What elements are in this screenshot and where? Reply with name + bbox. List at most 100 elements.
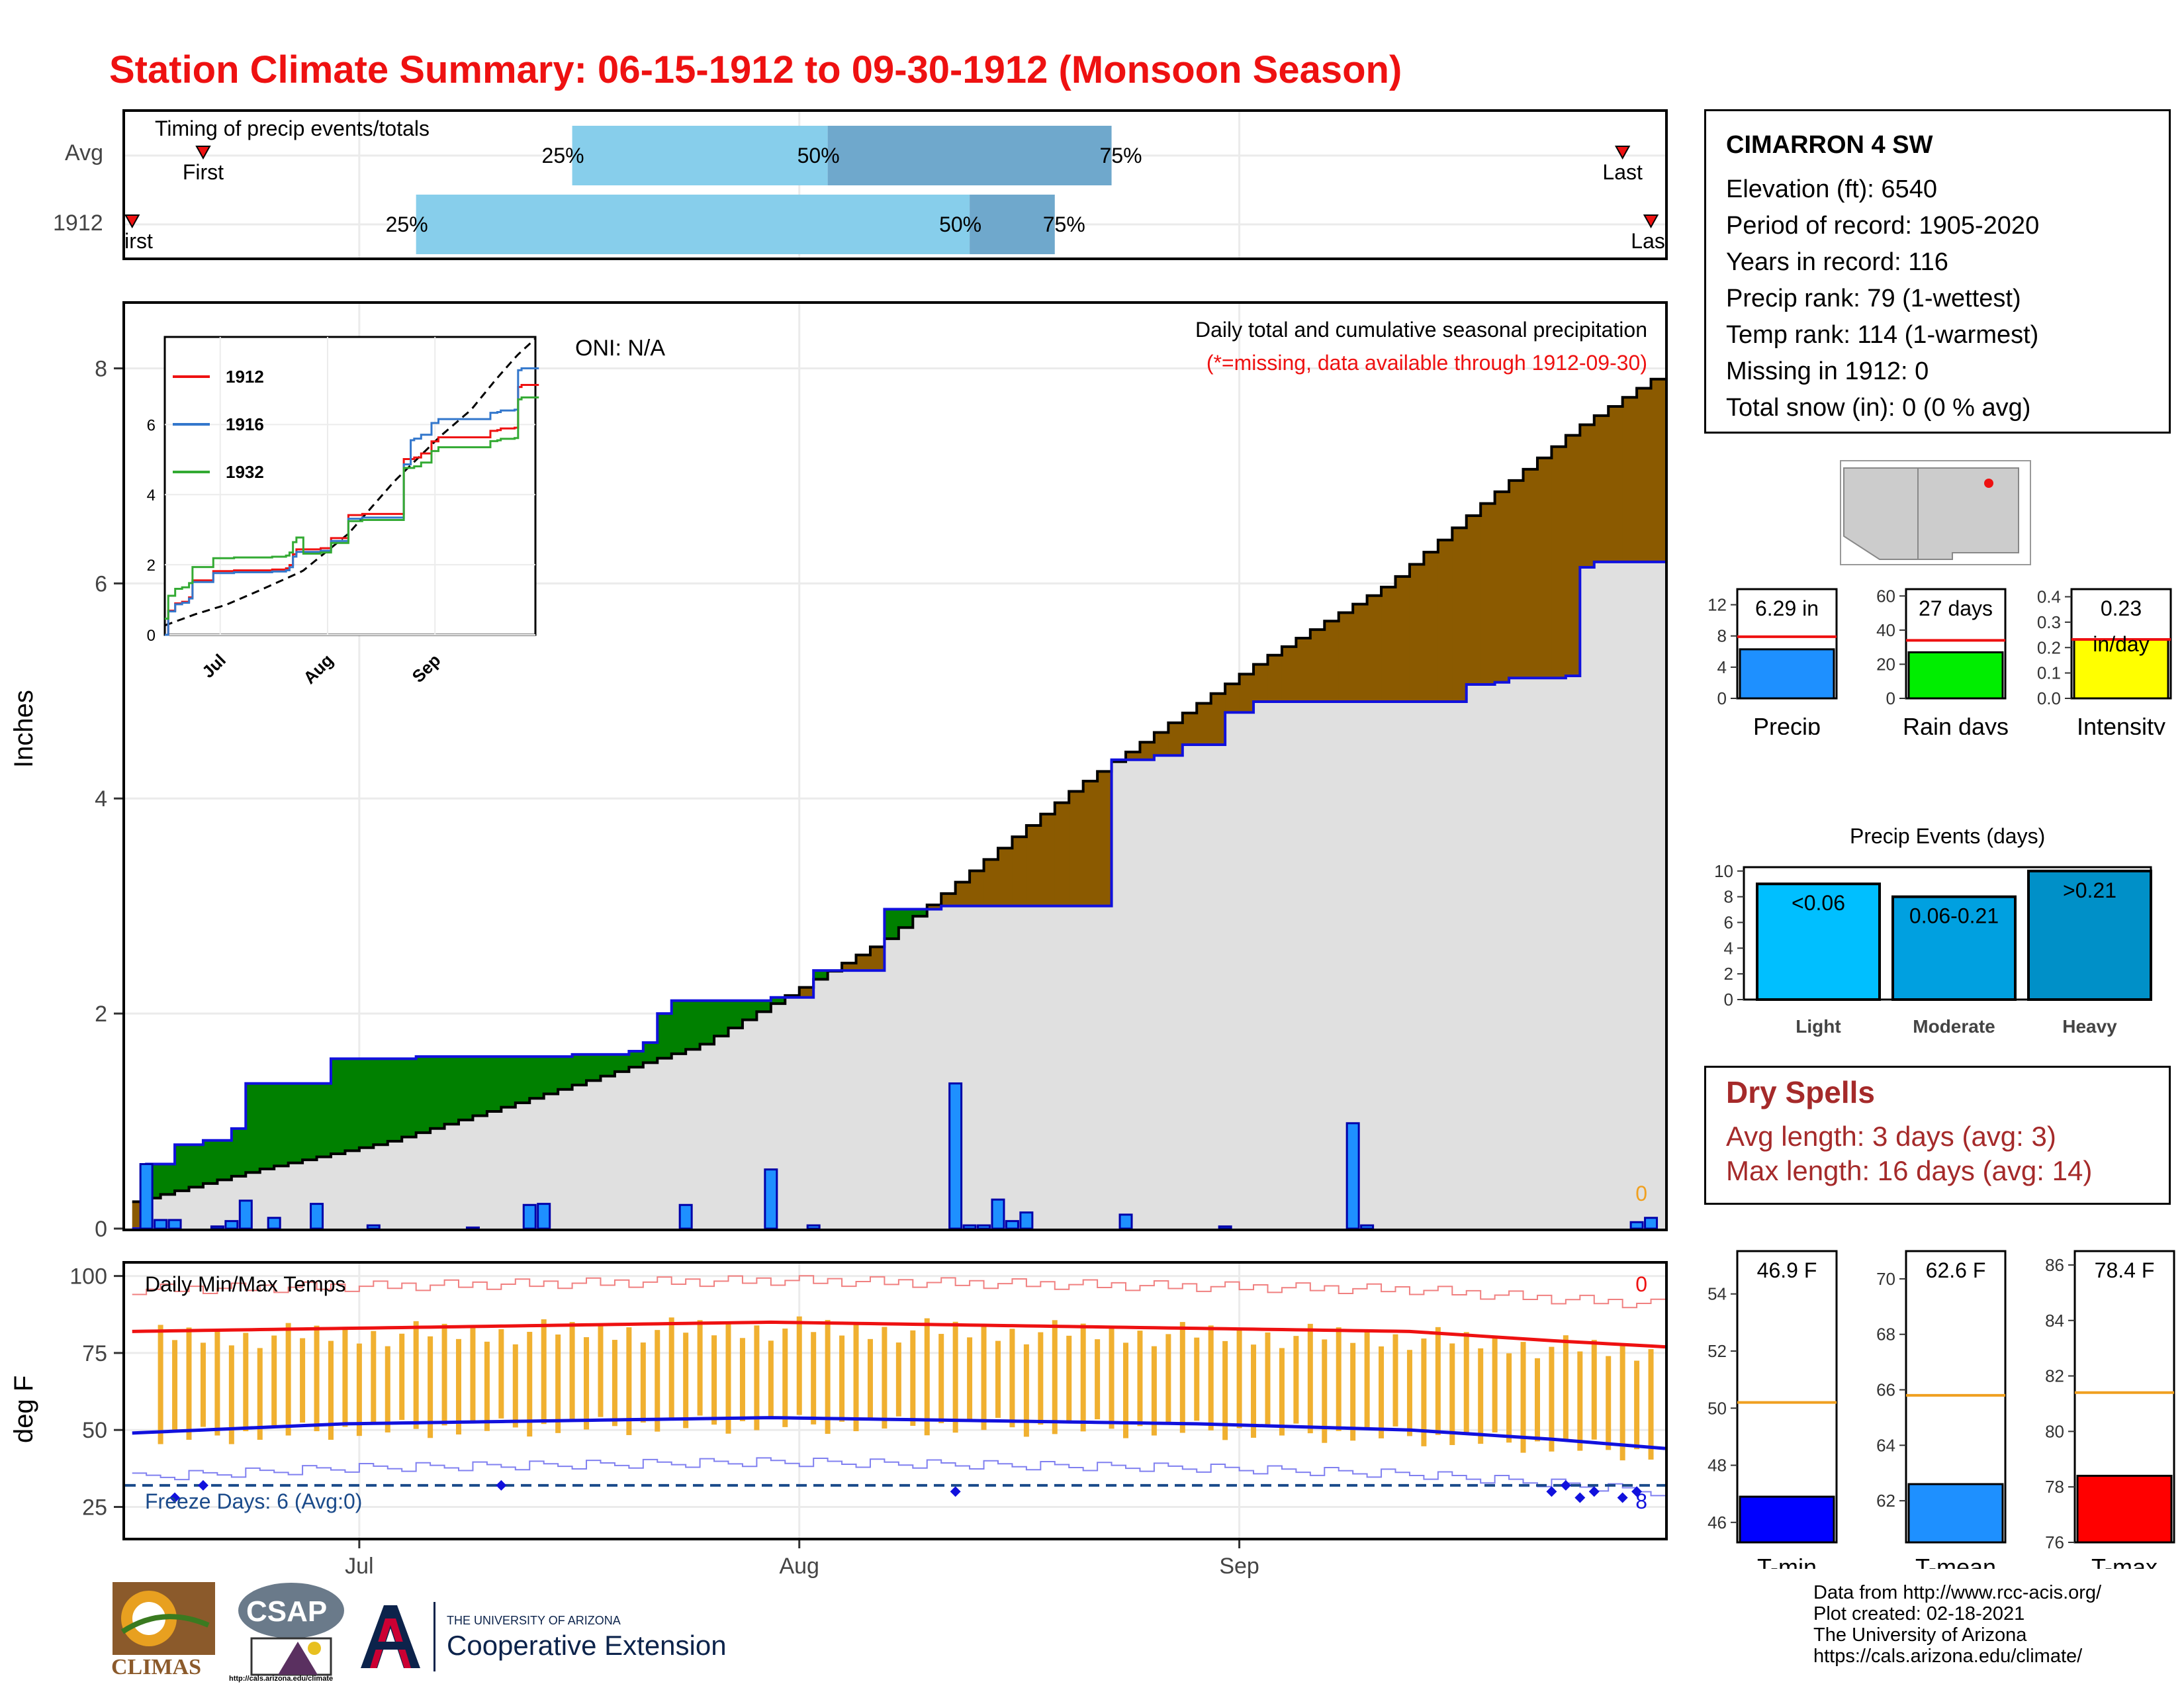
timing-bar-50-75	[827, 126, 1112, 185]
temp-box-panel: 46 48 50 52 54 46.9 F T-min	[1707, 1250, 1838, 1569]
temp-daily-bar	[257, 1348, 263, 1440]
precip-deficit-fill	[842, 962, 857, 971]
temp-record-min-line	[132, 1457, 1665, 1497]
chart-title: Station Climate Summary: 06-15-1912 to 0…	[109, 48, 1402, 91]
temp-box-y-tick: 50	[1707, 1398, 1727, 1418]
dry-spells-title: Dry Spells	[1726, 1075, 1875, 1109]
temp-daily-bar	[1520, 1342, 1526, 1453]
temp-daily-bar	[228, 1345, 234, 1444]
temp-y-axis: 25 50 75 100	[69, 1264, 122, 1520]
temp-daily-bar	[1222, 1340, 1228, 1440]
temp-daily-bar	[1265, 1332, 1271, 1426]
timing-last-marker	[1614, 146, 1631, 160]
oni-label: ONI: N/A	[575, 336, 665, 361]
temp-daily-bar	[1322, 1339, 1328, 1443]
freeze-missing-count: 8	[1635, 1489, 1647, 1513]
precip-daily-bar	[806, 1224, 821, 1229]
x-tick-label: Aug	[779, 1554, 819, 1579]
precip-daily-bar	[1118, 1213, 1133, 1229]
inset-chart: 0 2 4 6 Jul Aug Sep 1912 1916 1932	[147, 336, 539, 688]
precip-deficit-fill	[983, 859, 999, 906]
precip-daily-bar	[1218, 1225, 1232, 1229]
precip-deficit-fill	[1281, 646, 1297, 702]
precip-deficit-fill	[1509, 480, 1524, 679]
precip-surplus-fill	[473, 1056, 488, 1116]
inset-x-tick: Aug	[299, 650, 337, 688]
precip-daily-bar	[310, 1203, 324, 1229]
events-bar-label: >0.21	[2063, 878, 2116, 902]
precip-surplus-fill	[756, 1000, 772, 1012]
events-y-tick: 6	[1724, 912, 1733, 932]
precip-surplus-fill	[345, 1058, 360, 1151]
temp-daily-bar	[739, 1338, 745, 1421]
freeze-day-marker	[1546, 1486, 1557, 1497]
events-bar	[2027, 869, 2152, 1002]
temp-daily-bar	[1421, 1338, 1427, 1446]
freeze-day-marker	[1631, 1486, 1643, 1497]
precip-subheader: (*=missing, data available through 1912-…	[1206, 351, 1647, 375]
temp-daily-bar	[413, 1321, 419, 1429]
temp-box-y-tick: 62	[1876, 1491, 1895, 1511]
precip-daily-bar	[962, 1224, 977, 1229]
mini-bar-y-tick: 0.3	[2037, 612, 2061, 632]
events-y-tick: 0	[1724, 990, 1733, 1009]
temp-daily-bar	[314, 1325, 320, 1432]
temp-daily-bar	[1406, 1350, 1412, 1436]
precip-deficit-fill	[1424, 552, 1439, 702]
timing-first-marker	[195, 146, 211, 160]
precip-deficit-fill	[1310, 630, 1325, 702]
temp-daily-bar	[697, 1320, 703, 1416]
temp-daily-bar	[1534, 1358, 1540, 1442]
precip-panel: Daily total and cumulative seasonal prec…	[122, 301, 1668, 1231]
temp-plot: Daily Min/Max Temps 0 Freeze Days: 6 (Avg:…	[125, 1264, 1665, 1538]
mini-bar-value	[1739, 648, 1835, 700]
temp-daily-bar	[1350, 1342, 1356, 1441]
events-bar-label: 0.06-0.21	[1909, 904, 1999, 928]
mini-bar-y-tick: 0.1	[2037, 663, 2061, 683]
precip-deficit-fill	[1069, 791, 1084, 906]
precip-daily-bar	[1644, 1217, 1659, 1229]
temp-daily-bar	[995, 1340, 1001, 1418]
precip-y-tick: 0	[95, 1217, 107, 1241]
precip-daily-bar	[522, 1203, 537, 1229]
precip-daily-bar	[948, 1082, 963, 1229]
precip-deficit-fill	[1040, 814, 1056, 906]
precip-surplus-fill	[614, 1054, 629, 1072]
station-info-line: Elevation (ft): 6540	[1726, 175, 1937, 203]
temp-daily-bar	[1563, 1335, 1569, 1440]
temp-daily-bar	[385, 1346, 390, 1432]
precip-y-label: Inches	[9, 690, 38, 768]
precip-deficit-fill	[1154, 732, 1169, 756]
timing-row-label-year: 1912	[53, 211, 103, 236]
precip-surplus-fill	[686, 1000, 701, 1050]
events-y-tick: 2	[1724, 964, 1733, 984]
events-bar	[1756, 882, 1881, 1001]
precip-surplus-fill	[629, 1051, 644, 1068]
events-category-label: Light	[1796, 1016, 1841, 1037]
precip-surplus-fill	[203, 1140, 218, 1184]
inset-frame	[163, 336, 537, 636]
precip-deficit-fill	[1651, 379, 1665, 562]
temp-daily-bar	[1123, 1342, 1129, 1438]
precip-deficit-fill	[1409, 564, 1425, 702]
temp-daily-bar	[1606, 1356, 1612, 1450]
precip-surplus-fill	[330, 1058, 346, 1154]
inset-legend-label: 1916	[226, 414, 264, 434]
temp-box-panel: 62 64 66 68 70 62.6 F T-mean	[1876, 1250, 2007, 1569]
temp-daily-bar	[498, 1329, 504, 1419]
temperature-box-panels: 46 48 50 52 54 46.9 F T-min 62 64 66 68 70 62.6 F T-m…	[1707, 1250, 2175, 1569]
precip-daily-bar	[991, 1198, 1005, 1229]
precip-plot: Daily total and cumulative seasonal prec…	[125, 304, 1665, 1229]
precip-surplus-fill	[402, 1058, 417, 1137]
temp-daily-bar	[811, 1332, 817, 1425]
events-y-tick: 4	[1724, 938, 1733, 958]
precip-y-tick: 6	[95, 571, 107, 596]
temp-daily-bar	[441, 1323, 447, 1426]
precip-deficit-fill	[1367, 595, 1382, 702]
temp-y-label: deg F	[9, 1375, 38, 1443]
temp-daily-bar	[569, 1322, 575, 1421]
temp-daily-bar	[1293, 1336, 1299, 1424]
timing-label-last: Last	[1602, 160, 1643, 184]
precip-daily-bar	[366, 1224, 381, 1229]
precip-observed-cumulative-line	[132, 560, 1665, 1229]
